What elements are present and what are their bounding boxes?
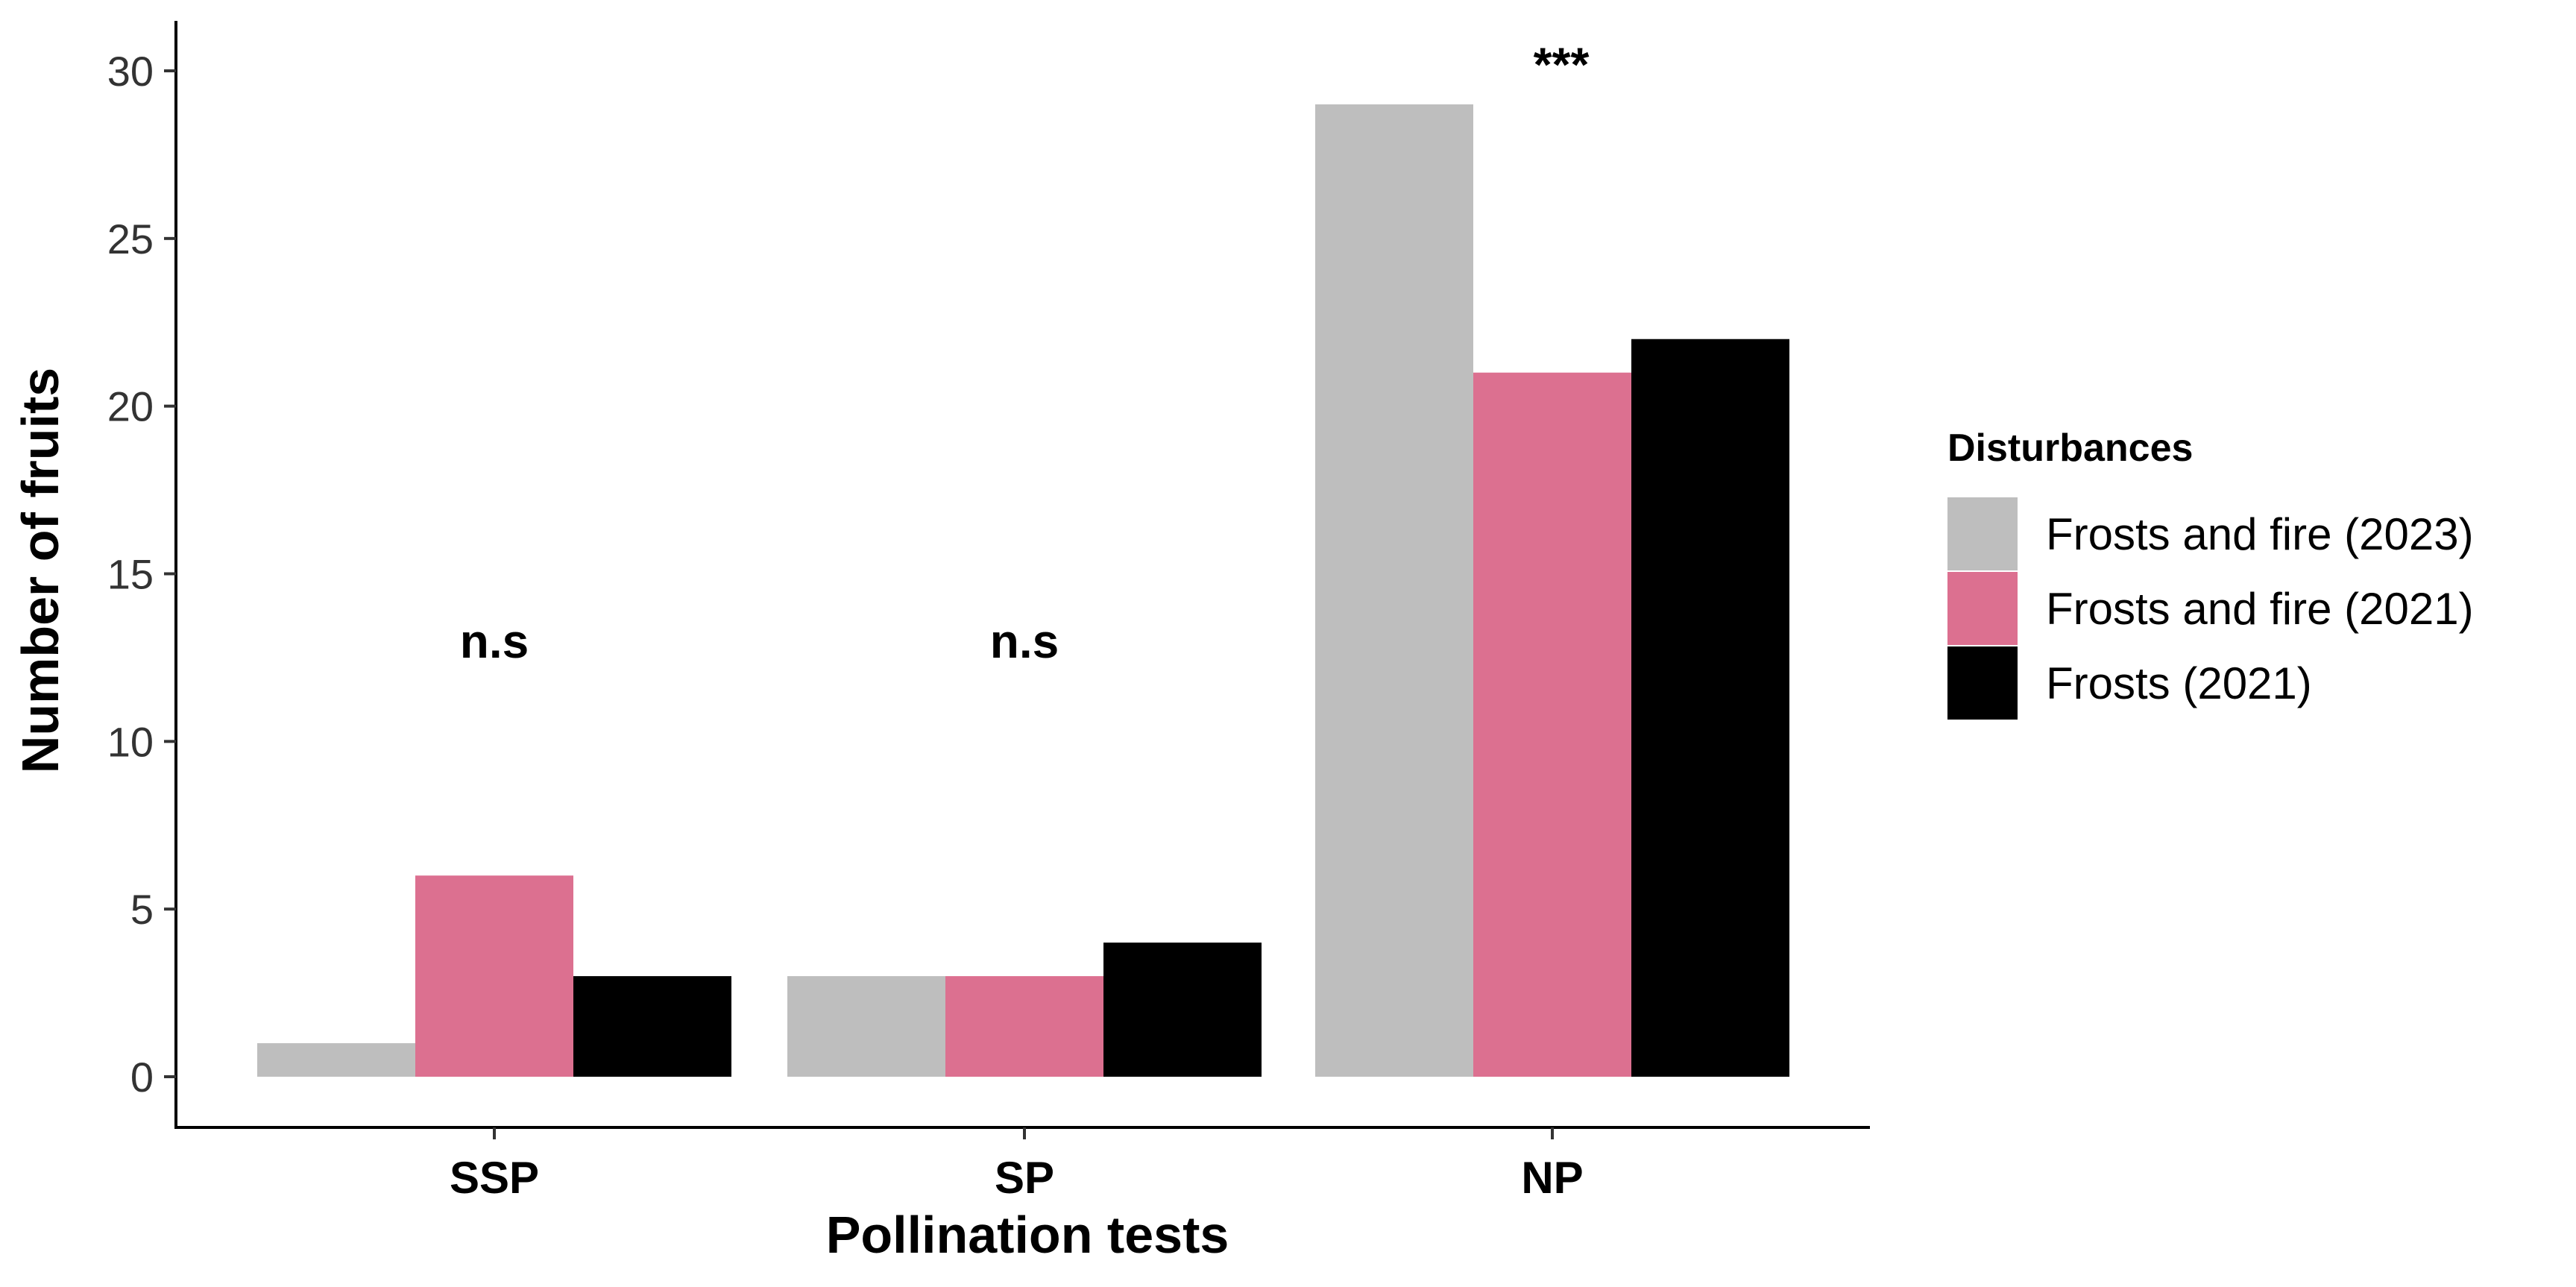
significance-label-sp: n.s (990, 614, 1059, 668)
bars-group (257, 104, 1789, 1077)
x-axis-title: Pollination tests (826, 1206, 1229, 1264)
y-tick-label: 5 (130, 886, 154, 933)
y-tick-label: 25 (107, 215, 154, 262)
bar-ssp-series-3 (573, 976, 731, 1077)
legend-key-3 (1947, 646, 2018, 720)
x-tick-label-sp: SP (995, 1153, 1054, 1203)
legend-label-2: Frosts and fire (2021) (2046, 584, 2474, 634)
bar-sp-series-1 (787, 976, 945, 1077)
bar-np-series-2 (1473, 372, 1631, 1077)
bar-np-series-3 (1631, 339, 1789, 1077)
y-tick-label: 30 (107, 48, 154, 95)
y-tick-label: 0 (130, 1054, 154, 1101)
bar-ssp-series-2 (415, 875, 573, 1077)
legend-title: Disturbances (1947, 427, 2193, 470)
legend-label-1: Frosts and fire (2023) (2046, 509, 2474, 559)
bar-sp-series-2 (945, 976, 1103, 1077)
legend: Disturbances Frosts and fire (2023) Frost… (1947, 427, 2474, 720)
y-axis-title: Number of fruits (11, 368, 69, 773)
annotations-group: n.s n.s *** (460, 37, 1590, 667)
y-tick-label: 15 (107, 551, 154, 598)
x-tick-label-ssp: SSP (450, 1153, 539, 1203)
significance-label-np: *** (1534, 37, 1590, 91)
bar-np-series-1 (1315, 104, 1473, 1077)
legend-label-3: Frosts (2021) (2046, 658, 2312, 708)
legend-key-1 (1947, 497, 2018, 570)
y-tick-label: 20 (107, 383, 154, 430)
bar-sp-series-3 (1103, 943, 1262, 1077)
bar-ssp-series-1 (257, 1043, 415, 1077)
x-tick-label-np: NP (1521, 1153, 1583, 1203)
significance-label-ssp: n.s (460, 614, 529, 668)
legend-key-2 (1947, 572, 2018, 645)
axes-group: 0 5 10 15 20 25 30 SSP SP NP (107, 21, 1870, 1203)
y-tick-label: 10 (107, 718, 154, 765)
